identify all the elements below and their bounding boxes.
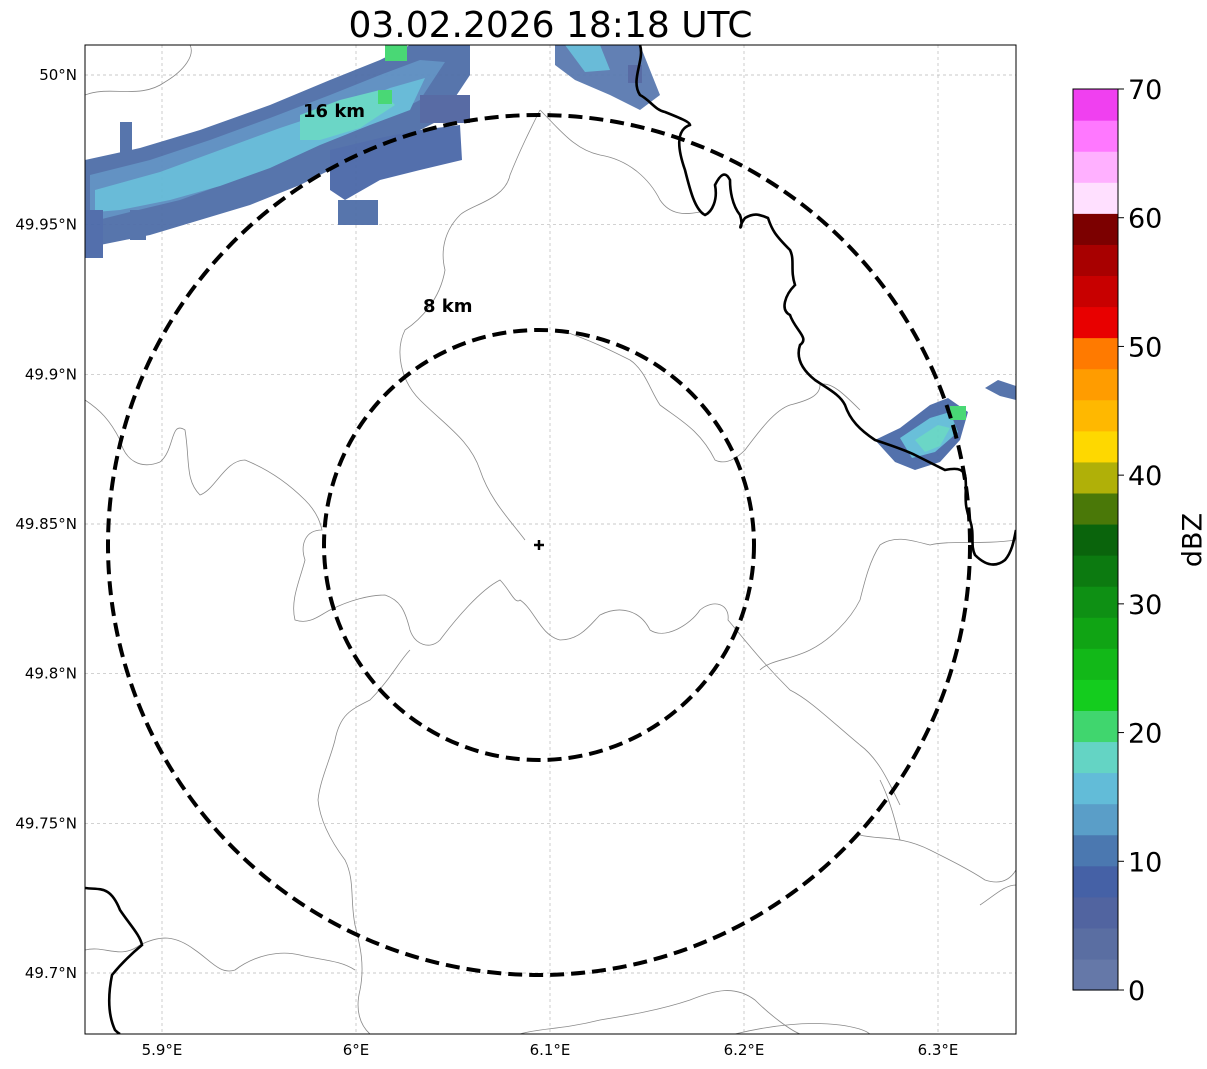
lat-tick-label: 49.7°N [25, 964, 77, 982]
colorbar-segment [1073, 337, 1118, 370]
colorbar-segment [1073, 555, 1118, 587]
range-rings [106, 113, 972, 977]
lat-tick-label: 49.9°N [25, 365, 77, 383]
colorbar-segment [1073, 430, 1118, 463]
range-ring-8km [322, 328, 756, 762]
map-frame [84, 44, 1017, 1035]
colorbar-segment [1073, 710, 1118, 743]
colorbar [1072, 88, 1119, 991]
colorbar-segment [1073, 834, 1118, 867]
colorbar-segment [1073, 461, 1118, 494]
echo-northwest-band [85, 45, 470, 258]
lon-tick-label: 5.9°E [142, 1041, 183, 1059]
colorbar-segment [1073, 648, 1118, 680]
colorbar-segment [1073, 927, 1118, 960]
colorbar-segment [1073, 772, 1118, 805]
map-background [85, 45, 1016, 1034]
colorbar-segment [1073, 275, 1118, 308]
colorbar-ticks: 0 10 20 30 40 50 60 70 [1118, 75, 1162, 1007]
gridlines [85, 45, 1016, 1034]
lat-tick-label: 49.8°N [25, 665, 77, 683]
colorbar-segment [1073, 896, 1118, 929]
colorbar-tick-label: 70 [1128, 75, 1162, 106]
colorbar-segment [1073, 182, 1118, 214]
colorbar-tick-label: 50 [1128, 332, 1162, 363]
colorbar-segment [1073, 865, 1118, 898]
latitude-tick-labels: 50°N 49.95°N 49.9°N 49.85°N 49.8°N 49.75°N 49.… [15, 66, 77, 982]
colorbar-segment [1073, 306, 1118, 339]
colorbar-segment [1073, 741, 1118, 774]
range-ring-16km [106, 113, 972, 977]
colorbar-tick-label: 60 [1128, 204, 1162, 235]
colorbar-tick-label: 30 [1128, 590, 1162, 621]
colorbar-segment [1073, 492, 1118, 525]
lon-tick-label: 6°E [343, 1041, 370, 1059]
colorbar-segment [1073, 213, 1118, 245]
colorbar-segment [1073, 617, 1118, 649]
map-title: 03.02.2026 18:18 UTC [348, 5, 753, 46]
colorbar-segment [1073, 958, 1118, 991]
range-ring-label-8km: 8 km [423, 296, 473, 317]
lat-tick-label: 49.75°N [15, 814, 77, 832]
colorbar-tick-label: 0 [1128, 976, 1145, 1007]
lon-tick-label: 6.1°E [530, 1041, 571, 1059]
lat-tick-label: 49.95°N [15, 216, 77, 234]
radar-site-marker [534, 540, 544, 550]
colorbar-segment [1073, 151, 1118, 183]
lat-tick-label: 49.85°N [15, 515, 77, 533]
colorbar-segment [1073, 120, 1118, 152]
colorbar-segment [1073, 89, 1118, 121]
colorbar-segment [1073, 586, 1118, 618]
colorbar-segment [1073, 244, 1118, 277]
lat-tick-label: 50°N [39, 66, 77, 84]
colorbar-segment [1073, 368, 1118, 401]
regional-boundaries [85, 45, 1016, 1034]
colorbar-segment [1073, 679, 1118, 711]
echo-east-cell [875, 380, 1016, 470]
colorbar-segment [1073, 399, 1118, 432]
colorbar-segment [1073, 523, 1118, 556]
colorbar-frame [1072, 88, 1119, 991]
longitude-tick-labels: 5.9°E 6°E 6.1°E 6.2°E 6.3°E [142, 1041, 959, 1059]
colorbar-tick-label: 20 [1128, 719, 1162, 750]
colorbar-tick-label: 10 [1128, 847, 1162, 878]
colorbar-segment [1073, 803, 1118, 836]
colorbar-label: dBZ [1178, 513, 1207, 567]
colorbar-tick-label: 40 [1128, 461, 1162, 492]
range-ring-label-16km: 16 km [303, 101, 365, 122]
lon-tick-label: 6.2°E [724, 1041, 765, 1059]
lon-tick-label: 6.3°E [918, 1041, 959, 1059]
